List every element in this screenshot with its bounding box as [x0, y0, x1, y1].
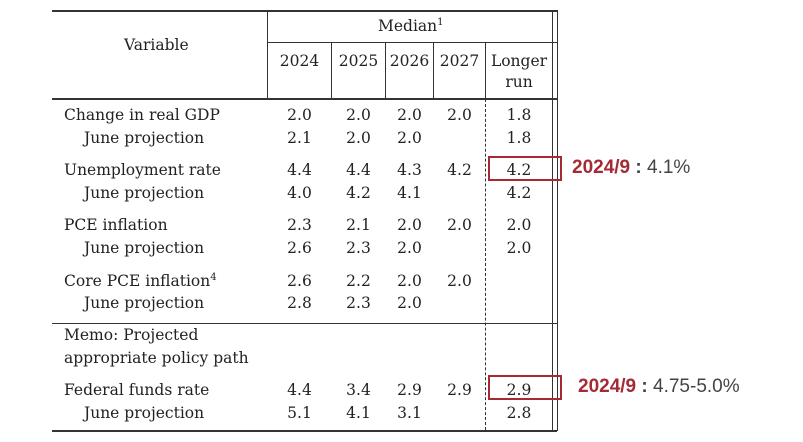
- cell-row1-longer-run: 1.8: [506, 129, 532, 147]
- core-pce-footnote: 4: [210, 272, 217, 283]
- cell-row7-2026: 2.0: [397, 294, 422, 312]
- year-divider-2: [385, 42, 386, 99]
- cell-row3-longer-run: 4.2: [506, 184, 532, 202]
- top-rule: [52, 10, 557, 12]
- median-header-text: Median: [378, 17, 438, 35]
- annotation-unemployment-value: 4.1%: [647, 157, 691, 178]
- row-label-unemployment-june: June projection: [84, 184, 205, 202]
- cell-row0-2027: 2.0: [447, 106, 472, 124]
- cell-row3-2026: 4.1: [397, 184, 422, 202]
- year-header-2027: 2027: [439, 52, 480, 70]
- longer-run-dashed-divider: [485, 99, 486, 430]
- row-label-gdp: Change in real GDP: [64, 106, 220, 124]
- header-bottom-rule: [52, 98, 557, 100]
- cell-row1-2025: 2.0: [346, 129, 371, 147]
- cell-row1-2024: 2.1: [287, 129, 312, 147]
- median-footnote: 1: [437, 17, 444, 28]
- row-label-core-pce-text: Core PCE inflation: [64, 272, 211, 290]
- longer-run-header-line2: run: [505, 73, 533, 91]
- cell-row5-2026: 2.0: [397, 239, 422, 257]
- fed-funds-longer-run-highlight: [488, 375, 562, 400]
- cell-row0-2026: 2.0: [397, 106, 422, 124]
- cell-row3-2025: 4.2: [346, 184, 371, 202]
- cell-row4-2026: 2.0: [397, 216, 422, 234]
- year-divider-1: [331, 42, 332, 99]
- row-label-pce: PCE inflation: [64, 216, 168, 234]
- row-label-unemployment: Unemployment rate: [64, 161, 221, 179]
- cell-row9-longer-run: 2.8: [506, 404, 532, 422]
- bottom-rule: [52, 430, 557, 432]
- cell-row8-2027: 2.9: [447, 381, 472, 399]
- cell-row9-2025: 4.1: [346, 404, 371, 422]
- row-label-core-pce-june: June projection: [84, 294, 205, 312]
- variable-header: Variable: [124, 36, 189, 54]
- right-double-rule-b: [557, 10, 558, 431]
- cell-row8-2024: 4.4: [287, 381, 312, 399]
- cell-row7-2025: 2.3: [346, 294, 371, 312]
- cell-row0-longer-run: 1.8: [506, 106, 532, 124]
- row-label-fed-funds-june: June projection: [84, 404, 205, 422]
- row-label-pce-june: June projection: [84, 239, 205, 257]
- cell-row2-longer-run: 4.2: [506, 161, 532, 179]
- row-label-fed-funds: Federal funds rate: [64, 381, 210, 399]
- year-header-2026: 2026: [389, 52, 430, 70]
- memo-line2: appropriate policy path: [64, 349, 249, 367]
- cell-row2-2027: 4.2: [447, 161, 472, 179]
- cell-row4-longer-run: 2.0: [506, 216, 532, 234]
- cell-row4-2027: 2.0: [447, 216, 472, 234]
- cell-row2-2026: 4.3: [397, 161, 422, 179]
- annotation-fed-funds-separator: :: [636, 376, 654, 397]
- memo-line1: Memo: Projected: [64, 326, 199, 344]
- annotation-unemployment-date: 2024/9: [572, 157, 631, 178]
- cell-row6-2025: 2.2: [346, 272, 371, 290]
- cell-row1-2026: 2.0: [397, 129, 422, 147]
- variable-divider: [267, 10, 268, 99]
- year-header-2025: 2025: [338, 52, 379, 70]
- cell-row5-2025: 2.3: [346, 239, 371, 257]
- cell-row6-2027: 2.0: [447, 272, 472, 290]
- annotation-fed-funds-value: 4.75-5.0%: [653, 376, 740, 397]
- year-divider-3: [433, 42, 434, 99]
- annotation-unemployment: 2024/9 : 4.1%: [572, 157, 690, 179]
- cell-row4-2024: 2.3: [287, 216, 312, 234]
- row-label-core-pce: Core PCE inflation4: [64, 272, 217, 290]
- cell-row7-2024: 2.8: [287, 294, 312, 312]
- median-underline: [267, 42, 557, 43]
- annotation-fed-funds: 2024/9 : 4.75-5.0%: [578, 376, 740, 398]
- longer-run-header-line1: Longer: [490, 52, 548, 70]
- cell-row6-2026: 2.0: [397, 272, 422, 290]
- median-header: Median1: [378, 17, 444, 35]
- cell-row8-2026: 2.9: [397, 381, 422, 399]
- cell-row8-2025: 3.4: [346, 381, 371, 399]
- cell-row9-2024: 5.1: [287, 404, 312, 422]
- year-divider-4: [485, 42, 486, 99]
- cell-row3-2024: 4.0: [287, 184, 312, 202]
- cell-row4-2025: 2.1: [346, 216, 371, 234]
- cell-row8-longer-run: 2.9: [506, 381, 532, 399]
- annotation-fed-funds-date: 2024/9: [578, 376, 637, 397]
- cell-row5-2024: 2.6: [287, 239, 312, 257]
- unemployment-longer-run-highlight: [488, 156, 562, 181]
- right-double-rule-a: [552, 10, 553, 431]
- annotation-unemployment-separator: :: [630, 157, 648, 178]
- row-label-gdp-june: June projection: [84, 129, 205, 147]
- cell-row2-2025: 4.4: [346, 161, 371, 179]
- cell-row5-longer-run: 2.0: [506, 239, 532, 257]
- memo-rule: [52, 323, 557, 324]
- cell-row2-2024: 4.4: [287, 161, 312, 179]
- cell-row6-2024: 2.6: [287, 272, 312, 290]
- cell-row0-2025: 2.0: [346, 106, 371, 124]
- year-header-2024: 2024: [279, 52, 320, 70]
- cell-row0-2024: 2.0: [287, 106, 312, 124]
- cell-row9-2026: 3.1: [397, 404, 422, 422]
